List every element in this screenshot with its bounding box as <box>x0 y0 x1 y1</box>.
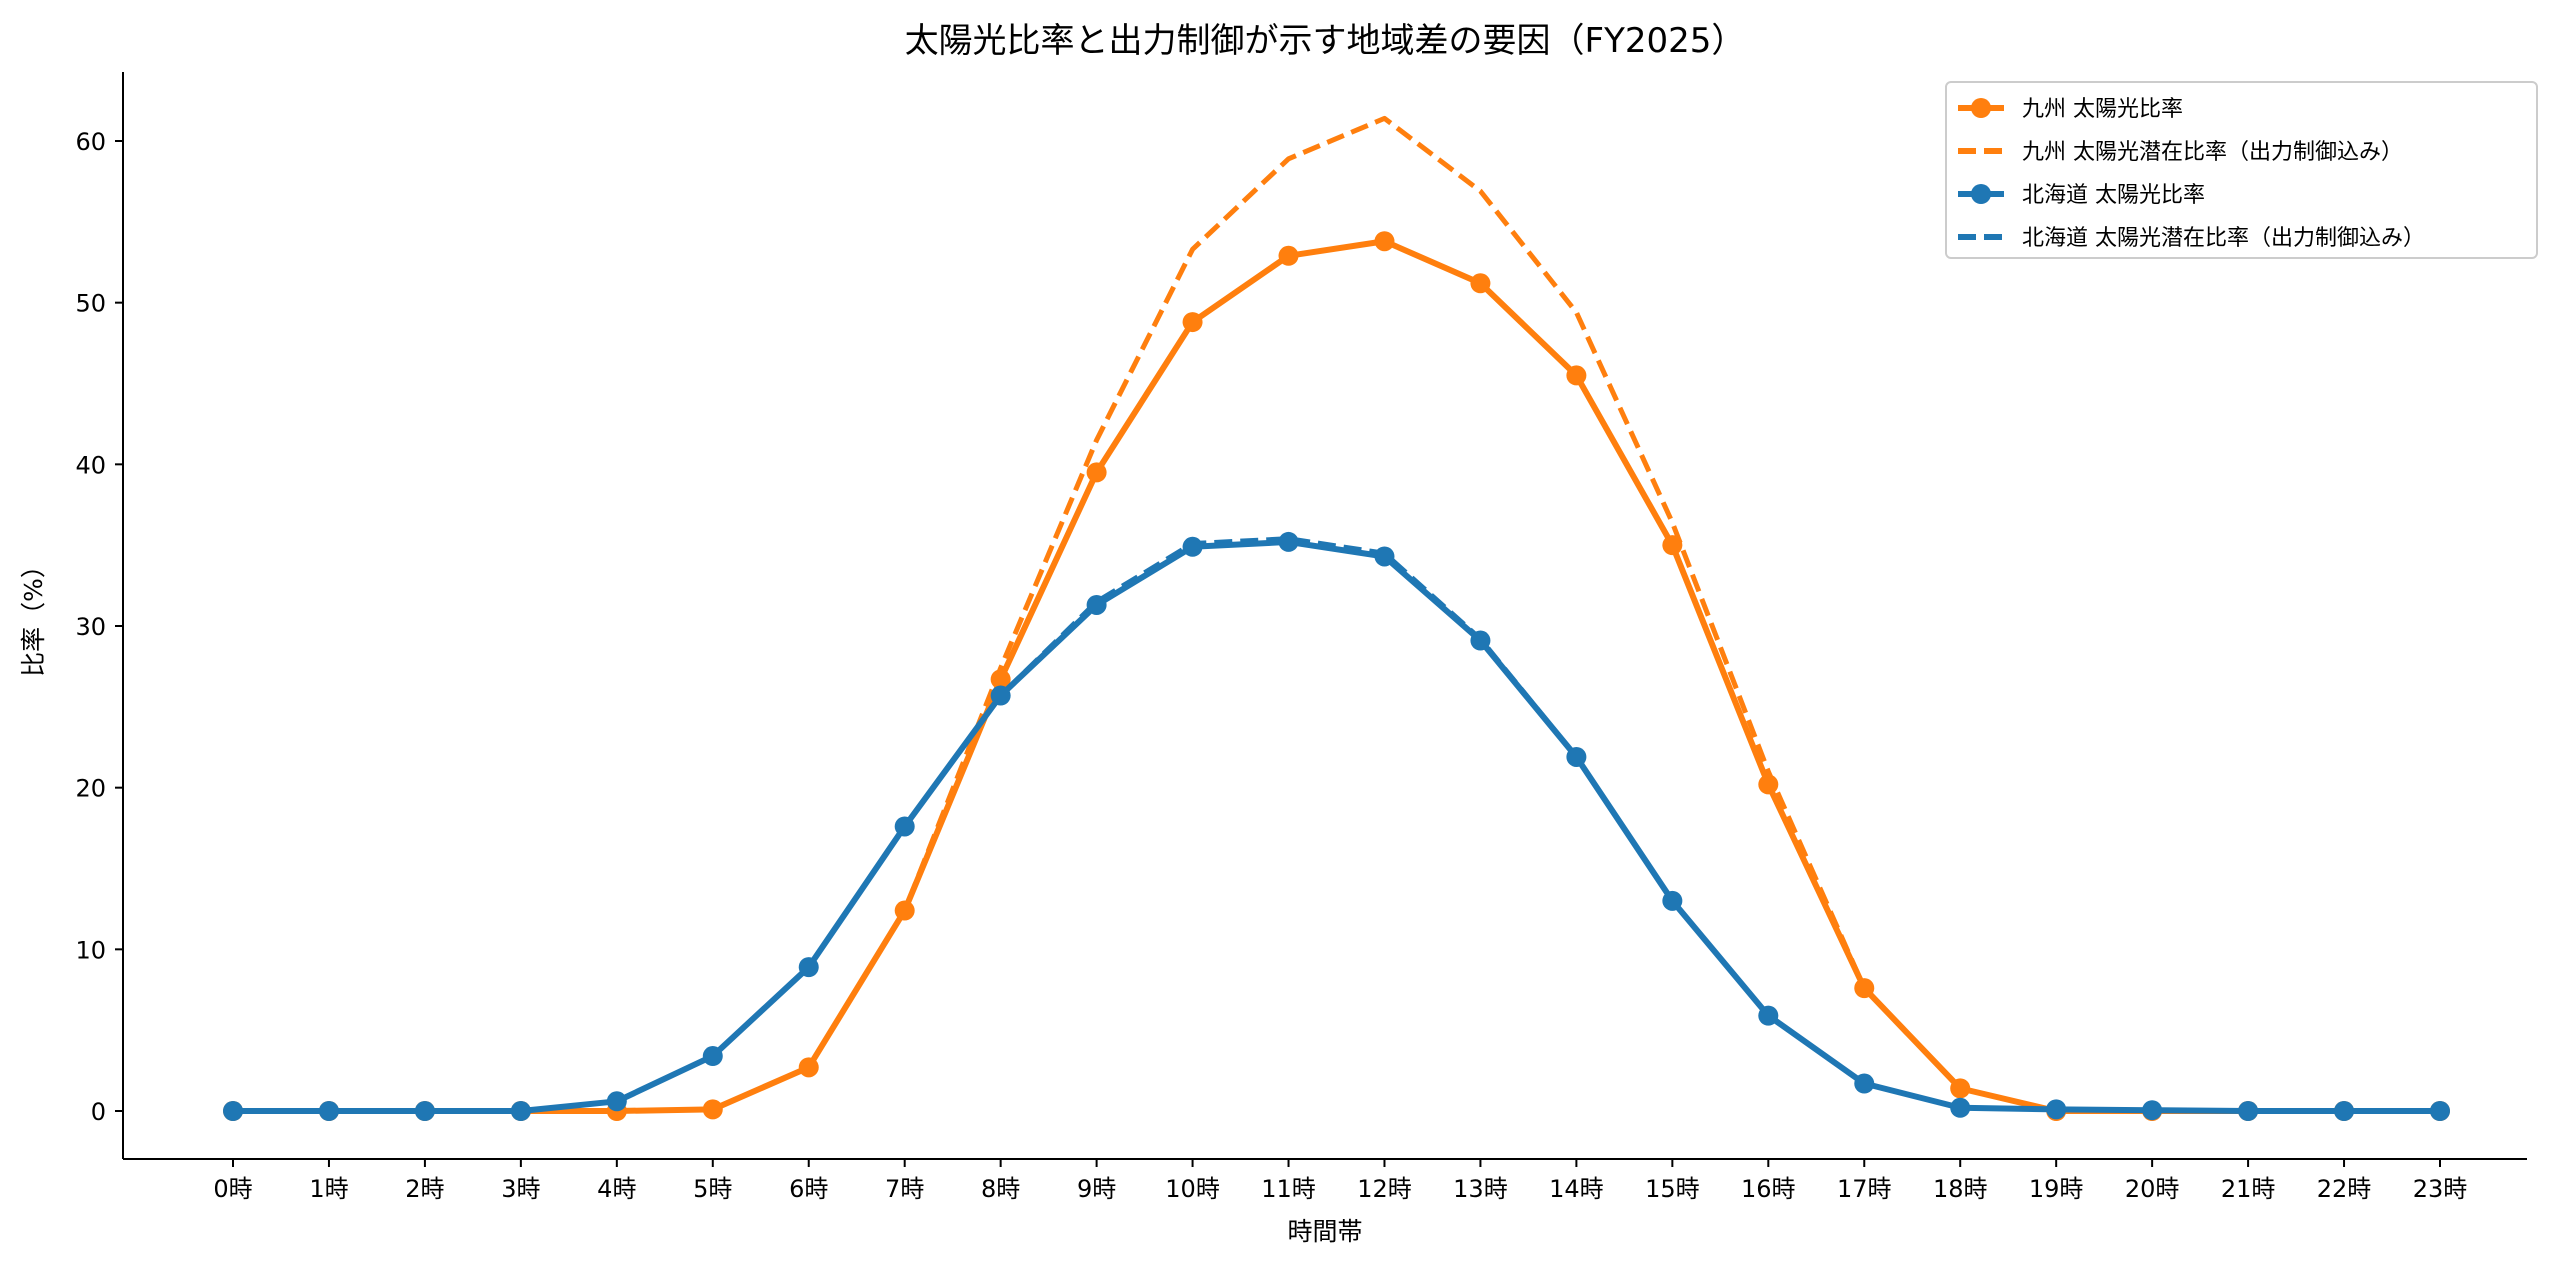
data-point <box>1854 978 1875 999</box>
x-tick-label: 1時 <box>309 1175 348 1203</box>
x-tick-label: 3時 <box>501 1175 540 1203</box>
data-point <box>1470 630 1491 651</box>
data-point <box>1758 774 1779 795</box>
data-point <box>318 1101 339 1121</box>
data-point <box>1758 1005 1779 1026</box>
y-tick-label: 20 <box>75 775 106 803</box>
y-tick-label: 50 <box>75 290 106 318</box>
data-point <box>2142 1100 2163 1121</box>
data-point <box>1950 1078 1971 1099</box>
data-point <box>1662 890 1683 911</box>
y-tick-label: 10 <box>75 936 106 964</box>
x-tick-label: 15時 <box>1645 1175 1700 1203</box>
x-tick-label: 13時 <box>1453 1175 1508 1203</box>
x-axis-label: 時間帯 <box>1287 1217 1362 1246</box>
legend-marker <box>1971 184 1991 204</box>
data-point <box>1278 245 1299 266</box>
data-point <box>510 1101 531 1121</box>
legend-label: 九州 太陽光比率 <box>2022 97 2183 122</box>
series-line-2 <box>233 538 2440 1114</box>
legend-label: 北海道 太陽光潜在比率（出力制御込み） <box>2022 226 2425 251</box>
x-tick-label: 22時 <box>2317 1175 2372 1203</box>
x-tick-label: 0時 <box>213 1175 252 1203</box>
x-tick-label: 18時 <box>1933 1175 1988 1203</box>
legend-label: 北海道 太陽光比率 <box>2022 183 2205 208</box>
legend-box <box>1945 81 2538 259</box>
data-point <box>2238 1101 2259 1121</box>
data-point <box>1086 594 1107 615</box>
x-tick-label: 17時 <box>1837 1175 1892 1203</box>
x-tick-label: 20時 <box>2125 1175 2180 1203</box>
data-point <box>606 1091 627 1112</box>
data-point <box>1374 546 1395 567</box>
x-tick-label: 12時 <box>1357 1175 1412 1203</box>
data-point <box>798 1057 819 1078</box>
x-tick-label: 19時 <box>2029 1175 2084 1203</box>
data-point <box>702 1099 723 1120</box>
x-tick-label: 7時 <box>885 1175 924 1203</box>
legend-marker <box>1971 98 1991 118</box>
data-point <box>2334 1101 2355 1121</box>
x-tick-label: 4時 <box>597 1175 636 1203</box>
data-point <box>1854 1073 1875 1094</box>
data-point <box>702 1046 723 1067</box>
x-tick-label: 21時 <box>2221 1175 2276 1203</box>
chart-title: 太陽光比率と出力制御が示す地域差の要因（FY2025） <box>905 21 1746 61</box>
data-point <box>1662 535 1683 556</box>
x-tick-label: 8時 <box>981 1175 1020 1203</box>
data-point <box>1566 746 1587 767</box>
data-point <box>223 1101 243 1121</box>
x-tick-label: 11時 <box>1261 1175 1316 1203</box>
series-line-3 <box>233 536 2440 1114</box>
x-tick-label: 10時 <box>1165 1175 1220 1203</box>
data-point <box>414 1101 435 1121</box>
y-tick-label: 40 <box>75 451 106 479</box>
series-line-1 <box>233 115 2440 1114</box>
series-line-0 <box>233 238 2440 1114</box>
data-point <box>894 816 915 837</box>
y-tick-label: 60 <box>75 128 106 156</box>
legend-label: 九州 太陽光潜在比率（出力制御込み） <box>2022 140 2403 165</box>
x-tick-label: 5時 <box>693 1175 732 1203</box>
data-point <box>1278 531 1299 552</box>
data-point <box>1374 231 1395 252</box>
x-tick-label: 6時 <box>789 1175 828 1203</box>
data-point <box>1182 536 1203 557</box>
x-tick-label: 2時 <box>405 1175 444 1203</box>
y-tick-label: 30 <box>75 613 106 641</box>
data-point <box>2046 1099 2067 1120</box>
data-point <box>1086 462 1107 483</box>
data-point <box>1566 365 1587 386</box>
data-point <box>1182 312 1203 333</box>
x-tick-label: 9時 <box>1077 1175 1116 1203</box>
y-axis-label: 比率（%） <box>19 553 48 677</box>
data-point <box>1470 273 1491 294</box>
y-tick-label: 0 <box>91 1098 106 1126</box>
axes <box>122 72 2527 1160</box>
data-point <box>990 669 1011 690</box>
data-point <box>2430 1101 2450 1121</box>
data-point <box>990 685 1011 706</box>
x-tick-label: 14時 <box>1549 1175 1604 1203</box>
x-tick-label: 16時 <box>1741 1175 1796 1203</box>
data-point <box>894 900 915 921</box>
x-tick-label: 23時 <box>2413 1175 2468 1203</box>
data-point <box>798 957 819 978</box>
data-point <box>1950 1097 1971 1118</box>
